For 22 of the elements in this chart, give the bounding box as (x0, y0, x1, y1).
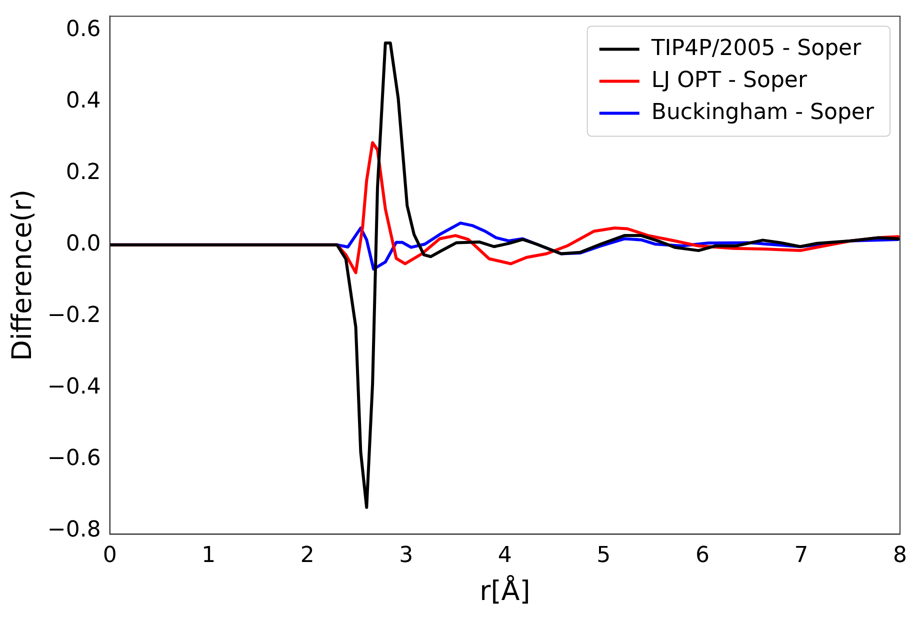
x-tick-label: 5 (596, 543, 611, 568)
x-tick-label: 3 (399, 543, 414, 568)
y-tick-label: 0.0 (66, 232, 101, 257)
x-tick-label: 2 (300, 543, 314, 568)
x-tick-label: 6 (695, 543, 710, 568)
y-tick-label: −0.8 (47, 517, 101, 542)
x-tick-label: 4 (498, 543, 512, 568)
x-tick-label: 1 (202, 543, 216, 568)
legend-label: LJ OPT - Soper (651, 68, 808, 93)
x-axis-title: r[Å] (480, 574, 530, 607)
legend-label: Buckingham - Soper (651, 100, 875, 125)
legend-label: TIP4P/2005 - Soper (650, 36, 862, 61)
x-tick-label: 8 (893, 543, 907, 568)
x-tick-label: 7 (794, 543, 808, 568)
x-tick-label: 0 (102, 543, 117, 568)
y-tick-label: 0.4 (66, 88, 101, 114)
y-tick-label: −0.6 (47, 446, 101, 471)
y-axis-title: Difference(r) (7, 190, 38, 361)
y-tick-label: 0.6 (66, 17, 101, 42)
y-tick-label: −0.2 (47, 303, 101, 328)
y-tick-label: −0.4 (47, 374, 101, 400)
y-tick-label: 0.2 (66, 160, 101, 186)
